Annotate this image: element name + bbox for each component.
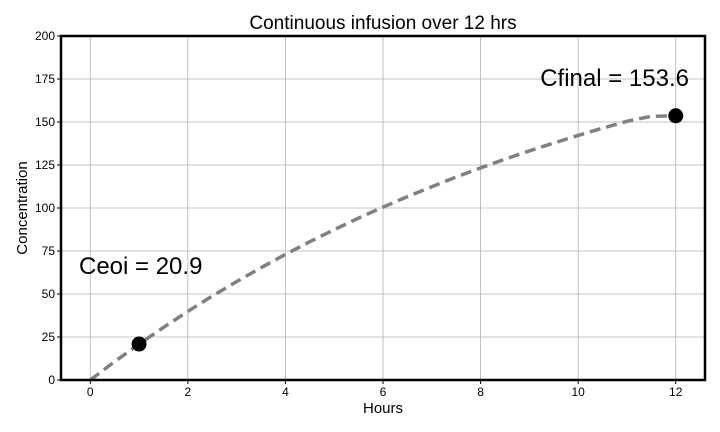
x-tick-label: 0 — [87, 385, 94, 399]
y-ticks: 0 25 50 75 100 125 150 175 200 — [35, 29, 61, 387]
chart-title: Continuous infusion over 12 hrs — [249, 13, 516, 34]
points-layer — [131, 108, 684, 352]
y-tick-label: 75 — [42, 244, 56, 258]
y-tick-label: 125 — [35, 158, 55, 172]
x-ticks: 0 2 4 6 8 10 12 — [87, 380, 683, 399]
annotation-ceoi: Ceoi = 20.9 — [79, 253, 202, 280]
data-point — [131, 336, 147, 352]
x-tick-label: 6 — [380, 385, 387, 399]
annotations-layer: Ceoi = 20.9 Cfinal = 153.6 — [79, 65, 689, 280]
x-tick-label: 2 — [185, 385, 192, 399]
x-tick-label: 8 — [477, 385, 484, 399]
series-line — [89, 114, 676, 382]
y-tick-label: 100 — [35, 201, 55, 215]
y-axis-label: Concentration — [14, 161, 31, 254]
x-tick-label: 12 — [669, 385, 683, 399]
y-tick-label: 175 — [35, 72, 55, 86]
data-point — [668, 108, 684, 124]
y-tick-label: 150 — [35, 115, 55, 129]
annotation-cfinal: Cfinal = 153.6 — [540, 65, 689, 92]
y-tick-label: 50 — [42, 287, 56, 301]
y-tick-label: 0 — [48, 373, 55, 387]
y-tick-label: 25 — [42, 330, 56, 344]
x-tick-label: 10 — [571, 385, 585, 399]
series-layer — [89, 114, 676, 382]
x-tick-label: 4 — [282, 385, 289, 399]
x-axis-label: Hours — [363, 400, 403, 417]
y-tick-label: 200 — [35, 29, 55, 43]
